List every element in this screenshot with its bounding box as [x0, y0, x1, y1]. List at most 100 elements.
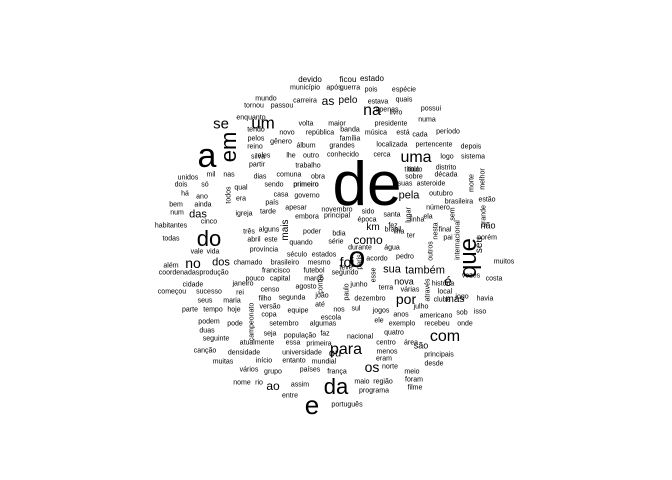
cloud-word: ele — [374, 317, 384, 325]
cloud-word: tarde — [260, 208, 276, 216]
cloud-word: produção — [199, 269, 229, 277]
cloud-word: região — [373, 378, 393, 386]
cloud-word: bdia — [332, 230, 346, 238]
cloud-word: canção — [193, 347, 217, 355]
cloud-word: densidade — [227, 349, 261, 357]
cloud-word: nesta — [432, 222, 440, 240]
cloud-word: apenas — [375, 106, 399, 114]
cloud-word: ficou — [339, 75, 357, 84]
cloud-word: era — [235, 195, 247, 203]
cloud-word: bem — [169, 201, 183, 209]
cloud-word: tendo — [247, 126, 265, 134]
cloud-word: jogo — [455, 293, 469, 301]
cloud-word: equipe — [287, 307, 309, 315]
cloud-word: devido — [298, 75, 322, 84]
cloud-word: história — [431, 280, 455, 288]
cloud-word: internacional — [454, 220, 462, 260]
cloud-word: os — [364, 359, 380, 375]
cloud-word: pela — [398, 189, 420, 202]
cloud-word: trabalho — [295, 162, 321, 170]
cloud-word: outro — [303, 152, 319, 160]
cloud-word: ilha — [393, 228, 405, 236]
cloud-word: grupo — [264, 368, 282, 376]
cloud-word: primeiro — [293, 181, 319, 189]
cloud-word: filme — [407, 384, 423, 392]
cloud-word: primeira — [306, 340, 332, 348]
cloud-word: chamado — [233, 259, 263, 267]
cloud-word: principais — [424, 351, 454, 359]
cloud-word: série — [328, 238, 344, 246]
cloud-word: tornou — [244, 102, 264, 110]
cloud-word: música — [364, 129, 388, 137]
cloud-word: está — [396, 129, 410, 137]
cloud-word: período — [436, 128, 460, 136]
cloud-word: fez — [388, 222, 398, 230]
cloud-word: eram — [376, 355, 392, 363]
cloud-word: estava — [367, 98, 389, 106]
cloud-word: contra — [317, 274, 325, 294]
cloud-word: quando — [289, 239, 313, 247]
cloud-word: jogos — [372, 307, 390, 315]
cloud-word: rei — [236, 289, 244, 297]
cloud-word: início — [255, 357, 273, 365]
cloud-word: países — [299, 366, 321, 374]
cloud-word: do — [196, 226, 222, 251]
cloud-word: partir — [249, 161, 265, 169]
cloud-word: dois — [174, 181, 188, 189]
cloud-word: espécie — [391, 86, 417, 94]
cloud-word: pode — [227, 320, 243, 328]
cloud-word: maria — [223, 297, 241, 305]
cloud-word: sendo — [264, 181, 284, 189]
cloud-word: igreja — [235, 210, 253, 218]
cloud-word: programa — [359, 387, 389, 395]
cloud-word: todas — [162, 235, 180, 243]
cloud-word: maior — [328, 120, 346, 128]
cloud-word: mesmo — [307, 259, 331, 267]
cloud-word: quais — [395, 96, 413, 104]
cloud-word: século — [286, 251, 308, 259]
cloud-word: seja — [263, 330, 277, 338]
cloud-word: ter — [406, 232, 416, 240]
cloud-word: pertencente — [415, 141, 453, 149]
cloud-word: população — [283, 332, 317, 340]
cloud-word: futebol — [303, 267, 325, 275]
cloud-word: primeiro — [293, 181, 319, 189]
cloud-word: filho — [258, 295, 272, 303]
cloud-word: lhe — [286, 152, 296, 160]
cloud-word: grande — [480, 205, 488, 227]
cloud-word: não — [480, 220, 496, 231]
cloud-word: livro — [389, 109, 403, 117]
cloud-word: versão — [259, 303, 281, 311]
cloud-word: vezes — [461, 272, 481, 280]
cloud-word: quatro — [384, 329, 404, 337]
cloud-word: também — [405, 264, 445, 277]
cloud-word: ano — [196, 193, 208, 201]
cloud-word: começou — [157, 288, 187, 296]
cloud-word: centro — [376, 339, 396, 347]
cloud-word: sistema — [460, 153, 486, 161]
cloud-word: nos — [333, 306, 345, 314]
cloud-word: é — [444, 273, 452, 289]
cloud-word: clube — [433, 296, 451, 304]
cloud-word: exemplo — [388, 320, 416, 328]
cloud-word: julho — [413, 303, 429, 311]
cloud-word: final — [438, 226, 452, 234]
cloud-word: melhor — [479, 168, 487, 190]
cloud-word: anos — [393, 311, 409, 319]
cloud-word: unidos — [177, 174, 199, 182]
cloud-word: localizada — [376, 141, 408, 149]
cloud-word: sobre — [405, 173, 423, 181]
cloud-word: ainda — [194, 201, 212, 209]
cloud-word: titulo — [407, 166, 423, 174]
cloud-word: novo — [279, 129, 295, 137]
cloud-word: dos — [212, 256, 230, 269]
cloud-word: estão — [478, 196, 496, 204]
cloud-word: para — [329, 341, 363, 358]
cloud-word: seguinte — [202, 335, 230, 343]
cloud-word: cada — [412, 131, 428, 139]
cloud-word: janeiro — [232, 280, 254, 288]
cloud-word: obra — [310, 173, 326, 181]
cloud-word: norte — [382, 363, 398, 371]
cloud-word: província — [249, 246, 279, 254]
cloud-word: pelos — [247, 135, 265, 143]
